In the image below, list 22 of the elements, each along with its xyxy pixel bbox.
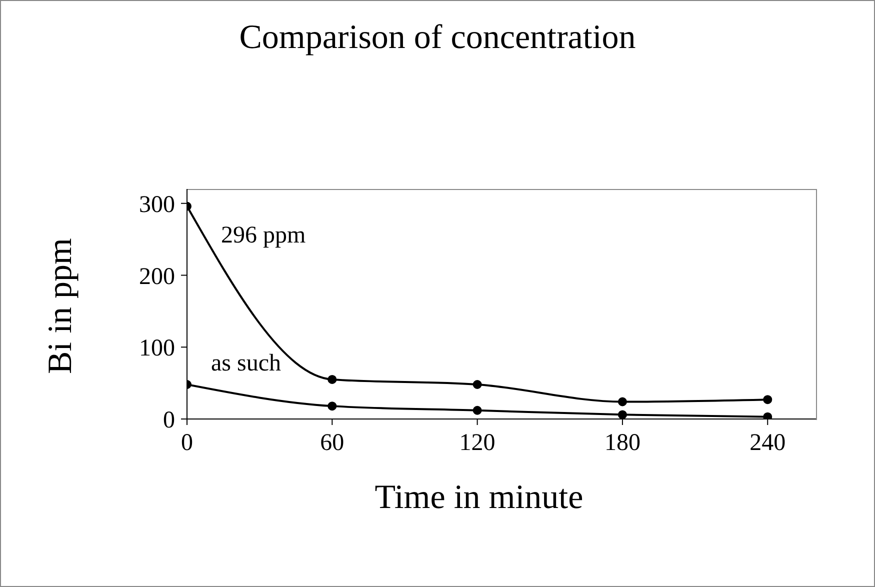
series-label: as such [211,350,281,376]
x-axis-title: Time in minute [374,479,584,517]
y-tick-label: 200 [139,264,175,290]
point [618,410,627,419]
y-tick-label: 0 [163,408,175,434]
x-tick-label: 240 [750,430,786,456]
x-tick-label: 60 [320,430,344,456]
y-axis-title: Bi in ppm [42,238,80,374]
series-label: 296 ppm [221,222,306,248]
point [472,406,482,415]
y-tick-label: 100 [139,336,175,362]
x-tick-label: 0 [181,430,193,456]
chart-title: Comparison of concentration [238,19,637,57]
point [763,412,772,419]
point [763,395,772,404]
point [618,397,627,406]
point [328,374,337,384]
point [328,402,337,411]
x-tick-label: 180 [604,430,640,456]
x-tick-label: 120 [459,430,496,456]
y-tick-label: 300 [139,192,175,218]
point [472,380,482,389]
